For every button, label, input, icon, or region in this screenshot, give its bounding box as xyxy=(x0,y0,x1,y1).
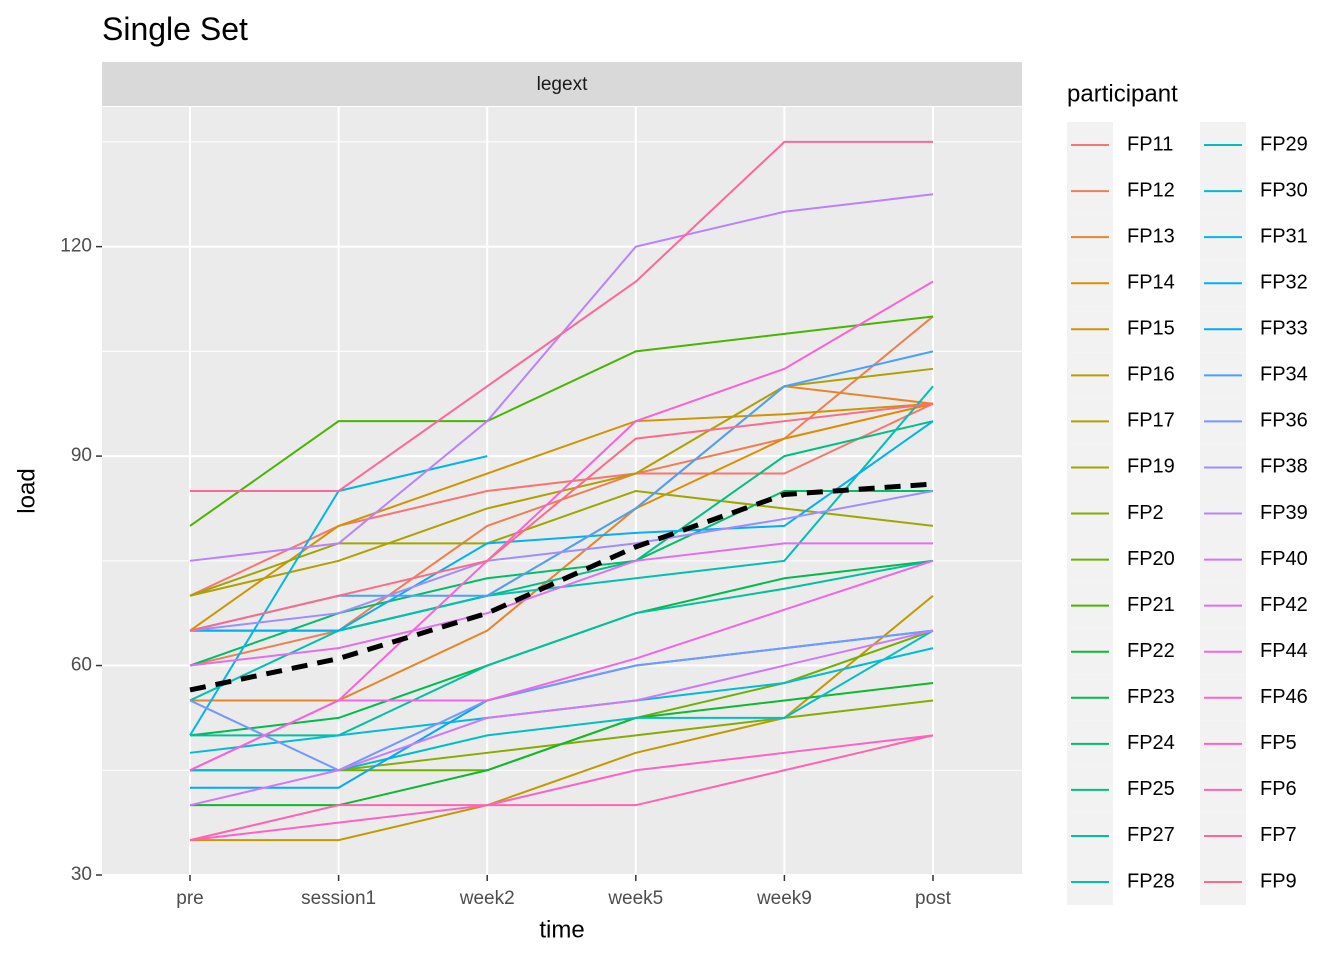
series-line xyxy=(189,734,934,842)
series-line xyxy=(189,542,933,667)
legend-label: FP28 xyxy=(1127,870,1175,892)
y-tick-label: 90 xyxy=(71,445,92,466)
legend-label: FP14 xyxy=(1127,271,1175,293)
facet-strip xyxy=(102,62,1022,106)
series-line xyxy=(189,315,934,527)
legend-label: FP19 xyxy=(1127,456,1175,478)
x-tick-label: week2 xyxy=(459,888,515,909)
series-line xyxy=(189,402,934,632)
x-tick-label: pre xyxy=(176,888,203,909)
legend-label: FP27 xyxy=(1127,824,1175,846)
x-tick-label: session1 xyxy=(301,888,376,909)
series-line xyxy=(189,402,934,597)
series-line xyxy=(189,629,934,807)
legend-label: FP12 xyxy=(1127,179,1175,201)
legend-label: FP11 xyxy=(1127,133,1173,155)
y-tick-label: 30 xyxy=(71,864,92,885)
y-axis-title: load xyxy=(13,468,40,513)
legend-label: FP46 xyxy=(1260,686,1308,708)
legend-label: FP24 xyxy=(1127,732,1175,754)
legend-label: FP17 xyxy=(1127,410,1175,432)
legend-label: FP6 xyxy=(1260,778,1297,800)
facet-label: legext xyxy=(537,74,588,95)
legend-label: FP39 xyxy=(1260,502,1308,524)
legend-label: FP33 xyxy=(1260,318,1308,340)
series-line xyxy=(189,490,934,632)
legend-label: FP31 xyxy=(1260,225,1308,247)
legend-label: FP5 xyxy=(1260,732,1297,754)
legend-label: FP2 xyxy=(1127,502,1164,524)
legend-label: FP34 xyxy=(1260,364,1308,386)
chart-title: Single Set xyxy=(102,11,248,47)
series-line xyxy=(189,629,934,772)
legend-label: FP25 xyxy=(1127,778,1175,800)
legend-label: FP30 xyxy=(1260,179,1308,201)
series-line xyxy=(190,140,933,492)
y-tick-label: 60 xyxy=(71,655,92,676)
legend-label: FP44 xyxy=(1260,640,1308,662)
legend-label: FP29 xyxy=(1260,133,1308,155)
legend-label: FP7 xyxy=(1260,824,1297,846)
series-line xyxy=(189,489,934,597)
x-tick-label: post xyxy=(915,888,952,909)
series-line xyxy=(189,734,934,842)
series-line xyxy=(189,402,934,632)
legend-label: FP32 xyxy=(1260,271,1308,293)
series-line xyxy=(190,629,934,772)
legend-label: FP22 xyxy=(1127,640,1175,662)
series-line xyxy=(190,559,934,737)
y-tick-label: 120 xyxy=(60,236,92,257)
series-line xyxy=(189,280,934,772)
legend-label: FP40 xyxy=(1260,548,1308,570)
legend-title: participant xyxy=(1067,80,1178,107)
legend-label: FP21 xyxy=(1127,594,1175,616)
legend-label: FP38 xyxy=(1260,456,1308,478)
legend-label: FP42 xyxy=(1260,594,1308,616)
x-tick-label: week9 xyxy=(756,888,812,909)
legend-label: FP9 xyxy=(1260,870,1297,892)
legend-label: FP36 xyxy=(1260,410,1308,432)
legend-label: FP16 xyxy=(1127,364,1175,386)
x-tick-label: week5 xyxy=(607,888,663,909)
legend-label: FP15 xyxy=(1127,318,1175,340)
series-line xyxy=(190,682,934,807)
series-line xyxy=(190,420,934,632)
mean-line xyxy=(189,481,934,693)
legend-label: FP23 xyxy=(1127,686,1175,708)
x-axis-title: time xyxy=(539,916,584,943)
legend-label: FP13 xyxy=(1127,225,1175,247)
legend-label: FP20 xyxy=(1127,548,1175,570)
